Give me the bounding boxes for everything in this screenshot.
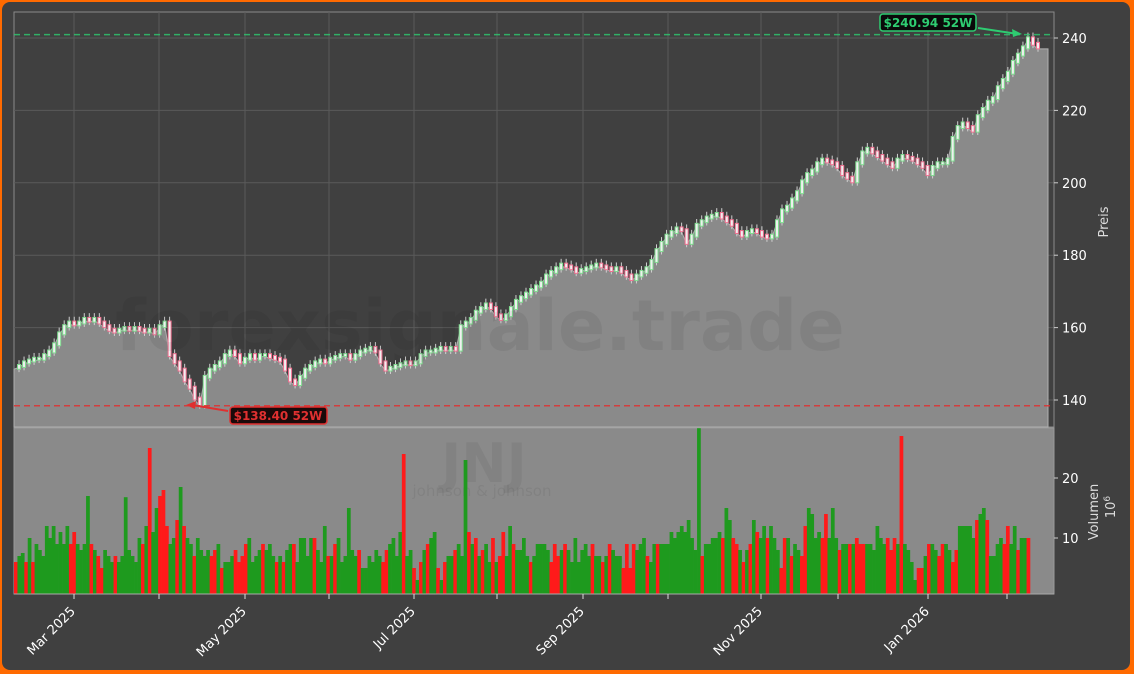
svg-text:180: 180 — [1062, 249, 1087, 264]
x-tick-label: Sep 2025 — [534, 604, 588, 658]
price-y-axis: 140 160 180 200 220 240 — [1053, 12, 1087, 427]
x-tick-label: Jan 2026 — [881, 604, 933, 656]
company-watermark: johnson & johnson — [412, 482, 552, 500]
x-tick-label: Mar 2025 — [25, 604, 79, 658]
svg-text:20: 20 — [1062, 472, 1079, 487]
low-52w-marker: $138.40 52W — [14, 401, 1054, 425]
x-axis: Mar 2025 May 2025 Jul 2025 Sep 2025 Nov 2025… — [14, 593, 1054, 660]
x-tick-label: Nov 2025 — [711, 604, 766, 659]
volume-bars — [14, 428, 1031, 594]
svg-text:$138.40 52W: $138.40 52W — [234, 409, 323, 423]
volume-scale-label: 106 — [1103, 496, 1119, 519]
site-watermark: forexsignale.trade — [115, 285, 844, 367]
high-52w-marker: $240.94 52W — [14, 13, 1054, 37]
volume-y-axis: 10 20 — [1054, 472, 1079, 547]
svg-text:240: 240 — [1062, 32, 1087, 47]
svg-text:220: 220 — [1062, 104, 1087, 119]
svg-text:140: 140 — [1062, 394, 1087, 409]
svg-text:200: 200 — [1062, 177, 1087, 192]
ticker-watermark: JNJ — [437, 432, 526, 495]
svg-text:10: 10 — [1062, 532, 1079, 547]
volume-axis-label: Volumen — [1087, 484, 1102, 541]
x-tick-label: May 2025 — [194, 604, 250, 660]
candlesticks — [17, 32, 1040, 409]
price-axis-label: Preis — [1097, 206, 1112, 237]
x-tick-label: Jul 2025 — [370, 604, 419, 653]
svg-text:$240.94 52W: $240.94 52W — [884, 16, 973, 30]
svg-text:160: 160 — [1062, 322, 1087, 337]
